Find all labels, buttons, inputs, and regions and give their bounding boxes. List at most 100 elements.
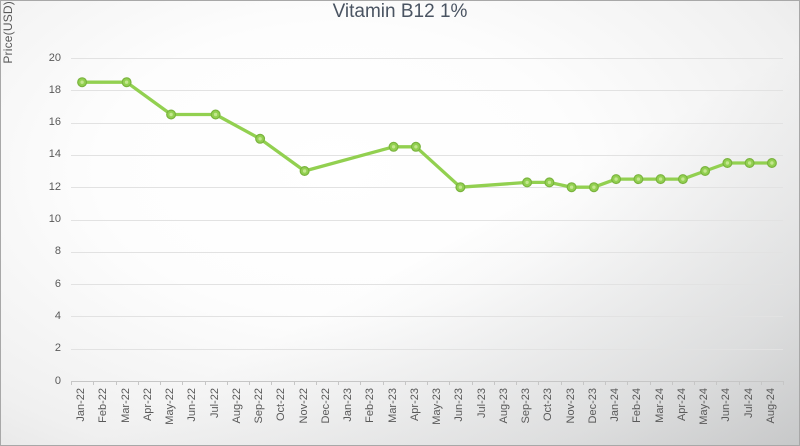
x-axis-tick [360,381,362,385]
y-tick-label: 14 [48,148,61,161]
data-point-marker-highlight [414,145,418,149]
x-axis-tick [493,381,495,385]
data-point-marker-highlight [458,185,463,189]
x-tick-label: Jul-22 [208,388,221,418]
x-tick-label: Aug-24 [764,388,777,424]
gridline [71,284,783,286]
x-axis-tick [449,381,451,385]
x-axis-tick [627,381,629,385]
x-axis-tick [427,381,428,385]
x-axis-tick [382,381,384,385]
x-axis-tick [516,381,517,385]
gridline [71,90,783,92]
x-axis-tick [249,381,250,385]
series-layer [77,77,777,193]
x-tick-label: Dec-23 [586,388,599,424]
x-tick-label: Jun-22 [186,388,199,422]
x-tick-label: Sep-23 [520,388,533,424]
x-tick-label: May-23 [431,388,444,425]
x-tick-label: Mar-22 [119,388,132,423]
data-point-marker-highlight [703,169,707,173]
x-tick-label: Aug-23 [497,388,510,424]
y-tick-label: 10 [48,213,61,225]
y-tick-label: 2 [54,342,61,355]
data-point-marker-highlight [569,185,574,189]
data-point-marker-highlight [725,161,730,165]
x-axis-tick [716,381,718,385]
x-tick-label: Jan-22 [75,388,88,422]
x-axis-tick [115,381,117,385]
y-tick-label: 12 [48,180,61,193]
x-axis-tick [338,381,339,385]
x-axis-tick [582,381,584,385]
x-tick-label: Nov-23 [564,388,577,424]
x-tick-label: Feb-22 [97,388,110,423]
x-axis-tick [226,381,228,385]
y-tick-label: 4 [54,309,61,322]
x-axis-tick [649,381,651,385]
x-tick-label: Oct-22 [275,388,288,422]
data-point-marker-highlight [636,177,641,181]
data-point-marker-highlight [124,80,129,84]
x-tick-label: Mar-24 [653,388,666,423]
x-tick-label: Jul-24 [742,388,755,418]
y-tick-label: 18 [48,83,61,96]
y-axis-title: Price(USD) [1,1,15,64]
x-axis-tick [738,381,740,385]
gridline [71,58,783,59]
x-axis-tick [271,381,273,385]
x-axis-tick [671,381,673,385]
y-tick-label: 6 [54,277,61,290]
x-tick-label: Jun-23 [453,388,466,422]
data-point-marker-highlight [213,112,218,117]
x-axis-tick [605,381,606,385]
y-tick-label: 16 [48,116,61,129]
gridline [71,219,783,221]
x-axis-tick [93,381,95,385]
gridline [71,348,783,350]
x-axis-tick [293,381,295,385]
x-tick-label: May-24 [698,388,711,425]
y-tick-label: 8 [54,245,61,258]
data-point-marker-highlight [169,112,173,117]
gridline [71,122,783,124]
data-point-marker-highlight [592,185,596,189]
x-axis-tick [471,381,473,385]
x-tick-label: Aug-22 [230,388,243,424]
x-tick-label: May-22 [164,388,177,425]
data-point-marker-highlight [681,177,685,181]
data-point-marker-highlight [547,180,552,185]
x-axis-tick [71,381,72,385]
x-tick-label: Oct-23 [542,388,555,422]
x-axis-tick [538,381,540,385]
x-tick-label: Apr-23 [408,388,421,422]
x-axis-tick [404,381,406,385]
x-tick-label: Feb-23 [364,388,377,423]
gridline [71,187,783,189]
x-axis-tick [204,381,206,385]
series-line [80,80,774,189]
x-axis-tick [160,381,161,385]
data-point-marker-highlight [258,137,262,141]
y-tick-label: 20 [48,51,61,64]
x-axis-tick [182,381,184,385]
x-tick-label: Feb-24 [631,388,644,423]
x-axis-tick [560,381,562,385]
x-tick-label: Mar-23 [386,388,399,423]
data-point-marker-highlight [391,145,396,149]
data-point-marker-highlight [525,180,529,185]
data-point-marker-highlight [614,177,618,181]
x-axis-tick [783,381,784,385]
data-point-marker-highlight [747,161,752,165]
gridline [71,251,783,253]
x-tick-label: Apr-24 [675,388,688,422]
x-tick-label: Dec-22 [319,388,332,424]
x-tick-label: Apr-22 [141,388,154,422]
y-tick-label: 0 [54,374,61,387]
data-point-marker-highlight [770,161,774,165]
data-point-marker-highlight [80,80,84,84]
x-tick-label: Nov-22 [297,388,310,424]
x-axis-tick [315,381,317,385]
x-tick-label: Jan-24 [609,388,622,422]
